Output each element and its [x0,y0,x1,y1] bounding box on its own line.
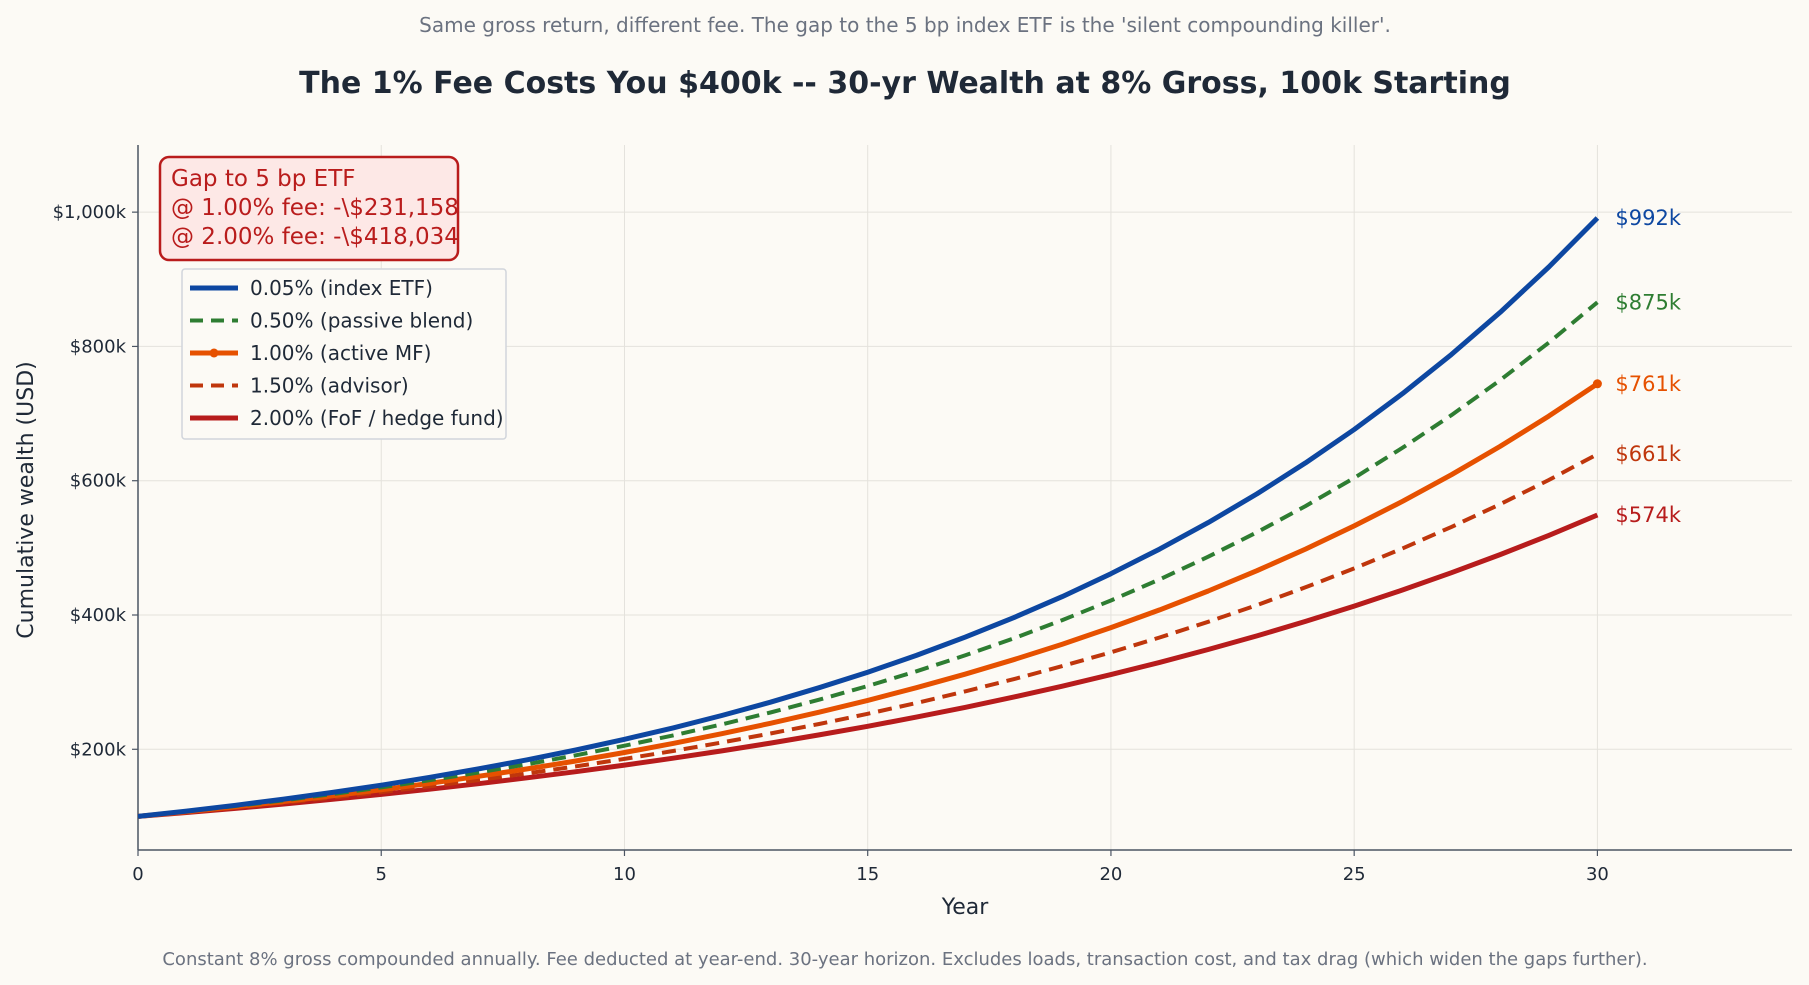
x-tick-label: 20 [1099,864,1122,885]
x-tick-label: 0 [132,864,143,885]
series-end-label: $661k [1615,442,1681,466]
annotation-line-2pct: @ 2.00% fee: -\$418,034 [171,224,459,250]
legend-swatch-marker [209,348,219,358]
series-end-label: $574k [1615,503,1681,527]
x-axis-label: Year [941,895,990,920]
y-tick-label: $800k [70,336,127,357]
chart-footnote: Constant 8% gross compounded annually. F… [162,949,1647,970]
x-tick-label: 30 [1586,864,1609,885]
legend-label: 0.05% (index ETF) [250,276,433,300]
legend-frame [181,268,507,440]
y-tick-label: $1,000k [53,202,127,223]
series-line [137,381,1599,819]
legend-label: 1.50% (advisor) [250,374,409,398]
chart-title: The 1% Fee Costs You $400k -- 30-yr Weal… [299,66,1511,101]
annotation-background [158,155,460,262]
series-end-label: $761k [1615,372,1681,396]
chart-subtitle: Same gross return, different fee. The ga… [419,13,1391,37]
x-tick-label: 15 [856,864,879,885]
legend-label: 0.50% (passive blend) [250,309,473,333]
y-tick-label: $200k [70,739,127,760]
x-tick-label: 25 [1343,864,1366,885]
series-lines [137,216,1602,819]
annotation-line-1pct: @ 1.00% fee: -\$231,158 [171,195,459,221]
y-tick-label: $400k [70,605,127,626]
y-axis-label: Cumulative wealth (USD) [14,361,39,638]
series-end-label: $992k [1615,206,1681,230]
series-line [137,512,1599,819]
legend-label: 1.00% (active MF) [250,341,431,365]
y-tick-label: $600k [70,471,127,492]
annotation-line-heading: Gap to 5 bp ETF [171,166,356,192]
end-labels: $992k $875k $761k $661k $574k [1615,206,1681,527]
legend-label: 2.00% (FoF / hedge fund) [250,406,504,430]
x-tick-label: 10 [613,864,636,885]
x-tick-label: 5 [376,864,387,885]
series-end-label: $875k [1615,290,1681,314]
series-line [137,216,1600,819]
legend: 0.05% (index ETF) 0.50% (passive blend) 1.… [181,268,507,440]
series-end-marker [1592,379,1602,389]
gap-annotation-box: Gap to 5 bp ETF @ 1.00% fee: -\$231,158 … [158,155,460,262]
axes: 0 5 10 15 20 25 30 $200k $400k $600k $800k $1,000k [53,145,1792,885]
